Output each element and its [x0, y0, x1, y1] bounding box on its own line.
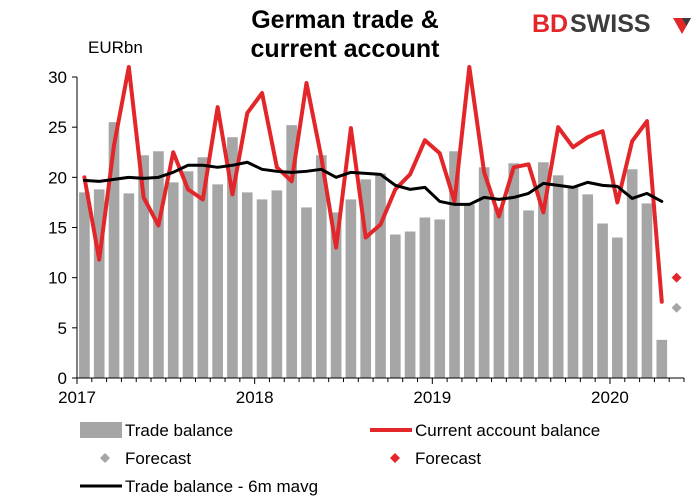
x-tick-label: 2017: [58, 388, 96, 407]
trade-balance-bar: [108, 122, 120, 379]
trade-balance-mavg-line: [82, 160, 664, 206]
y-tick-label: 10: [48, 269, 67, 288]
current-account-line: [82, 64, 664, 304]
trade-balance-bar: [508, 163, 520, 378]
forecast-markers: [671, 272, 682, 313]
trade-balance-bar: [197, 157, 209, 378]
trade-balance-bars: [79, 122, 668, 379]
chart-axes: 0 5 10 15 20 25 30 2017 2018 2019 2020: [48, 68, 685, 407]
y-tick-label: 30: [48, 68, 67, 87]
legend-swatch-trade-balance: [80, 422, 122, 438]
chart-title-line-1: German trade &: [251, 6, 439, 34]
trade-balance-bar: [419, 217, 431, 378]
trade-balance-bar: [360, 179, 372, 378]
legend-label: Current account balance: [415, 421, 600, 440]
chart-title: German trade & current account: [170, 6, 520, 64]
trade-balance-bar: [597, 223, 608, 378]
arrow-diamond-logo-icon: [673, 18, 691, 34]
trade-balance-bar: [567, 186, 579, 378]
trade-balance-bar: [404, 231, 416, 378]
current-account-forecast-point: [671, 272, 682, 283]
trade-balance-bar: [449, 151, 460, 378]
trade-balance-bar: [493, 207, 505, 378]
trade-balance-bar: [138, 155, 149, 378]
legend-label: Trade balance: [125, 421, 233, 440]
legend-label: Forecast: [415, 449, 481, 468]
trade-balance-bar: [612, 237, 623, 378]
chart-lines: [82, 64, 664, 304]
legend-label: Trade balance - 6m mavg: [125, 477, 318, 496]
chart-title-line-2: current account: [250, 35, 440, 63]
trade-balance-bar: [434, 219, 446, 378]
trade-balance-bar: [641, 203, 653, 378]
trade-balance-bar: [538, 162, 549, 378]
logo-text-swiss: SWISS: [570, 10, 651, 38]
chart-legend: Trade balance Current account balance Fore…: [80, 421, 600, 496]
trade-balance-bar: [79, 192, 90, 378]
trade-balance-bar: [182, 171, 194, 378]
trade-balance-bar: [375, 173, 386, 378]
trade-balance-bar: [227, 137, 238, 378]
trade-balance-bar: [389, 234, 401, 378]
y-axis-unit-label: EURbn: [88, 38, 143, 57]
trade-balance-bar: [463, 204, 475, 378]
legend-swatch-forecast: [100, 453, 110, 463]
x-tick-label: 2020: [591, 388, 629, 407]
y-tick-label: 15: [48, 219, 67, 238]
trade-balance-forecast-point: [671, 302, 682, 313]
trade-balance-bar: [626, 169, 638, 378]
legend-swatch-forecast: [390, 453, 400, 463]
trade-balance-bar: [153, 151, 164, 378]
trade-balance-bar: [523, 210, 534, 378]
logo-text-bd: BD: [532, 10, 569, 38]
legend-label: Forecast: [125, 449, 191, 468]
trade-balance-bar: [241, 192, 253, 378]
trade-balance-bar: [271, 190, 283, 378]
trade-balance-bar: [212, 184, 223, 378]
x-tick-label: 2019: [413, 388, 451, 407]
trade-balance-bar: [345, 199, 357, 378]
trade-balance-bar: [582, 194, 594, 378]
trade-balance-bar: [315, 155, 327, 378]
trade-balance-bar: [286, 125, 298, 378]
trade-balance-bar: [123, 193, 135, 378]
trade-balance-bar: [330, 212, 342, 378]
trade-balance-bar: [301, 207, 312, 378]
y-tick-label: 0: [58, 369, 67, 388]
trade-balance-bar: [552, 175, 564, 378]
trade-balance-bar: [478, 167, 490, 378]
trade-balance-bar: [656, 339, 668, 378]
y-tick-label: 25: [48, 118, 67, 137]
y-tick-label: 5: [58, 319, 67, 338]
trade-balance-bar: [256, 199, 268, 378]
y-tick-label: 20: [48, 168, 67, 187]
x-tick-label: 2018: [236, 388, 274, 407]
trade-balance-bar: [167, 182, 179, 378]
trade-balance-bar: [93, 189, 105, 378]
